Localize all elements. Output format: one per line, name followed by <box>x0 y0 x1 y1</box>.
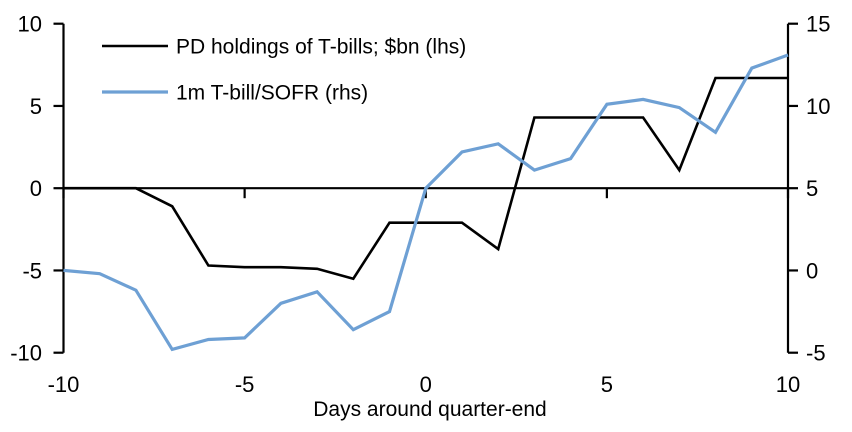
right-axis-tick-label: 0 <box>806 258 818 283</box>
x-axis-tick-label: -5 <box>235 372 255 397</box>
x-axis-tick-label: 5 <box>601 372 613 397</box>
x-axis-title: Days around quarter-end <box>313 398 546 421</box>
left-axis-tick-label: -5 <box>22 258 42 283</box>
right-axis-tick-label: 10 <box>806 94 830 119</box>
x-axis-tick-label: 10 <box>776 372 800 397</box>
left-axis-tick-label: 10 <box>18 12 42 37</box>
series-line-0 <box>63 76 788 281</box>
x-axis-tick-label: 0 <box>420 372 432 397</box>
axes: 10 5 0 -5 -10 15 10 5 0 -5 -10 -5 0 5 10 <box>10 12 830 397</box>
right-axis-tick-label: 5 <box>806 176 818 201</box>
left-axis-tick-label: -10 <box>10 341 42 366</box>
legend: PD holdings of T-bills; $bn (lhs) 1m T-b… <box>102 36 466 105</box>
legend-label-tbill-sofr: 1m T-bill/SOFR (rhs) <box>176 82 368 105</box>
x-axis-tick-label: -10 <box>48 372 80 397</box>
left-axis-tick-label: 0 <box>30 176 42 201</box>
right-axis-tick-label: -5 <box>806 341 826 366</box>
series-lines <box>63 53 789 352</box>
left-axis-tick-label: 5 <box>30 94 42 119</box>
series-line-1 <box>63 53 789 352</box>
legend-label-pd-holdings: PD holdings of T-bills; $bn (lhs) <box>176 36 466 59</box>
right-axis-tick-label: 15 <box>806 12 830 37</box>
